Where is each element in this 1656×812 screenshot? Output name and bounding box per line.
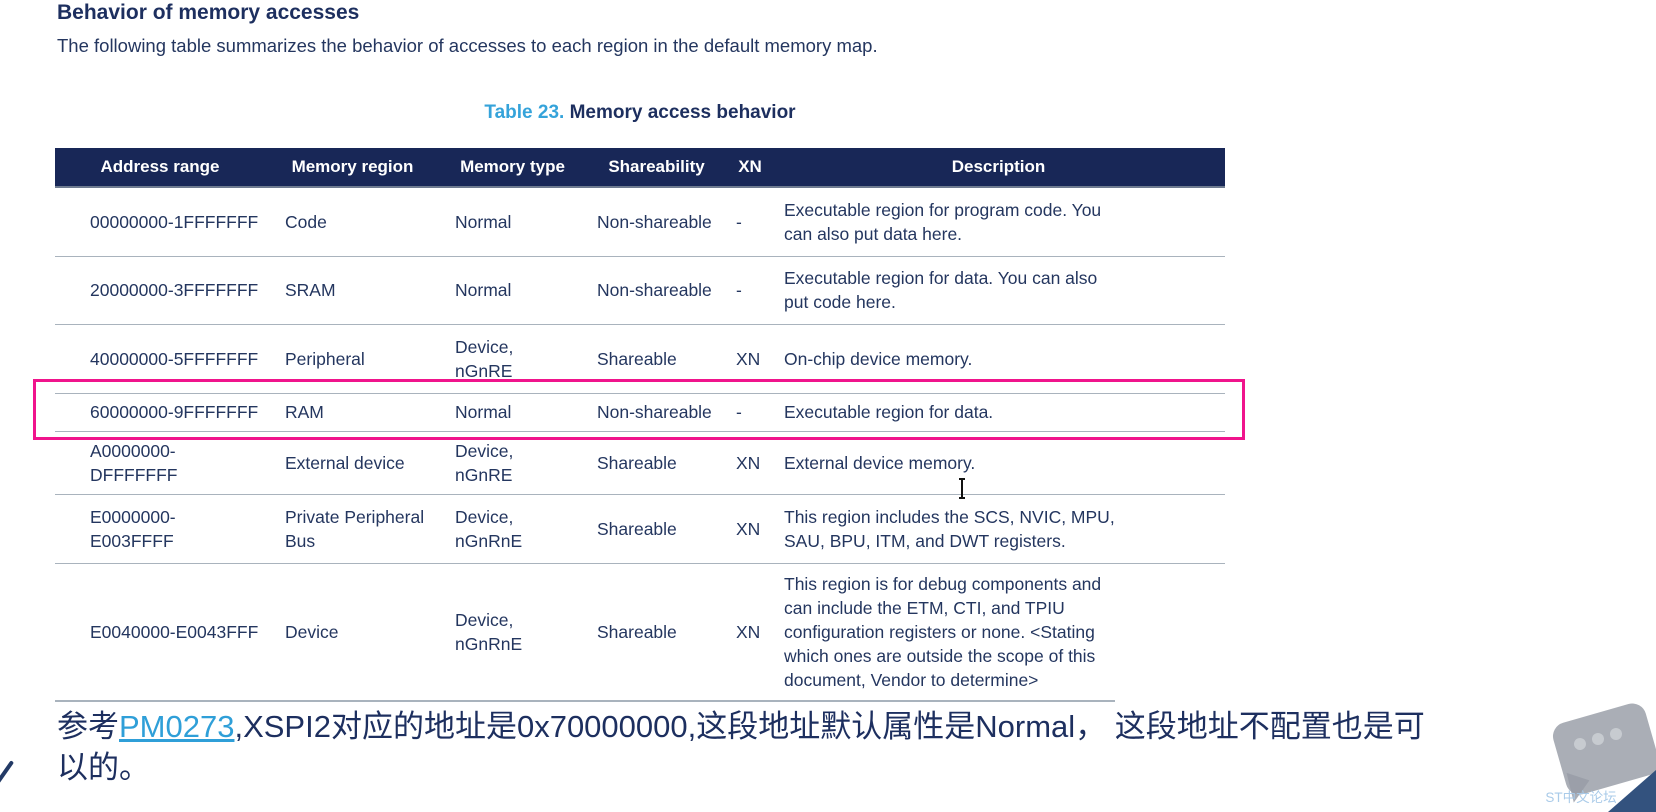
cell-region: RAM [285, 402, 324, 422]
column-header-description: Description [772, 148, 1225, 188]
intro-text: The following table summarizes the behav… [57, 35, 878, 56]
text-cursor-caret [959, 478, 965, 499]
cell-desc: This region is for debug components and … [784, 574, 1102, 691]
cell-region: External device [285, 452, 405, 473]
cell-share: Non-shareable [597, 211, 712, 232]
table-caption: Table 23. Memory access behavior [55, 102, 1225, 124]
cell-xn: - [736, 280, 742, 300]
cell-share: Non-shareable [597, 280, 712, 300]
cell-address: A0000000-DFFFFFFF [90, 440, 178, 485]
note-body: ,XSPI2对应的地址是0x70000000,这段地址默认属性是Normal， … [57, 709, 1425, 785]
cell-desc: Executable region for data. You can also… [784, 268, 1098, 312]
chinese-note: 参考PM0273,XSPI2对应的地址是0x70000000,这段地址默认属性是… [57, 706, 1587, 788]
cell-xn: XN [736, 518, 761, 539]
cell-share: Shareable [597, 622, 677, 643]
swoosh-icon [1620, 725, 1656, 799]
cell-desc: This region includes the SCS, NVIC, MPU,… [784, 506, 1115, 551]
memory-table-body: 00000000-1FFFFFFF Code Normal Non-shareable… [55, 187, 1225, 701]
left-edge-pen-mark [0, 760, 15, 784]
cell-share: Shareable [597, 452, 677, 473]
cell-type: Normal [455, 211, 512, 232]
bubble-dot-icon [1610, 728, 1622, 740]
cell-share: Non-shareable [597, 402, 712, 422]
column-header-address-range: Address range [55, 148, 265, 188]
cell-address: 00000000-1FFFFFFF [90, 211, 259, 232]
note-prefix: 参考 [57, 709, 119, 744]
cell-region: Peripheral [285, 348, 365, 369]
table-header-row: Address range Memory region Memory type … [55, 148, 1225, 188]
watermark-label: ST中文论坛 [1545, 790, 1617, 805]
cell-desc: Executable region for data. [784, 402, 994, 422]
cell-region: SRAM [285, 280, 336, 300]
table-row: E0040000-E0043FFF Device Device, nGnRnE Sha… [55, 563, 1225, 701]
cell-share: Shareable [597, 348, 677, 369]
cell-address: 20000000-3FFFFFFF [90, 280, 259, 300]
corner-triangle [1608, 770, 1656, 812]
cell-address: 40000000-5FFFFFFF [90, 348, 259, 369]
cell-region: Device [285, 622, 339, 643]
cell-type: Normal [455, 402, 512, 422]
pm0273-link[interactable]: PM0273 [119, 709, 235, 744]
table-caption-number: Table 23. [484, 102, 565, 123]
table-row: 40000000-5FFFFFFF Peripheral Device, nGnRE… [55, 324, 1225, 393]
cell-type: Device, nGnRE [455, 336, 514, 381]
cell-type: Normal [455, 280, 512, 300]
cell-share: Shareable [597, 518, 677, 539]
cell-xn: - [736, 211, 742, 232]
cell-region: Private Peripheral Bus [285, 506, 425, 551]
cell-desc: On-chip device memory. [784, 348, 973, 369]
cell-xn: XN [736, 348, 761, 369]
cell-type: Device, nGnRnE [455, 506, 523, 551]
cell-address: E0000000-E003FFFF [90, 506, 176, 551]
cell-region: Code [285, 211, 327, 232]
table-caption-title: Memory access behavior [564, 102, 796, 123]
table-row: 00000000-1FFFFFFF Code Normal Non-shareable… [55, 187, 1225, 256]
table-bottom-rule [55, 700, 1115, 702]
cell-type: Device, nGnRnE [455, 610, 523, 655]
cell-address: E0040000-E0043FFF [90, 622, 259, 643]
table-row-highlighted: 60000000-9FFFFFFF RAM Normal Non-shareable -… [55, 393, 1225, 431]
cell-desc: External device memory. [784, 452, 976, 473]
column-header-memory-region: Memory region [265, 148, 440, 188]
column-header-shareability: Shareability [585, 148, 728, 188]
bubble-dot-icon [1592, 733, 1604, 745]
cell-xn: XN [736, 622, 761, 643]
table-row: E0000000-E003FFFF Private Peripheral Bus D… [55, 494, 1225, 563]
cell-desc: Executable region for program code. You … [784, 199, 1102, 244]
page-title: Behavior of memory accesses [57, 1, 360, 24]
table-row: 20000000-3FFFFFFF SRAM Normal Non-shareable… [55, 256, 1225, 324]
cell-xn: XN [736, 452, 761, 473]
cell-type: Device, nGnRE [455, 440, 514, 485]
cell-address: 60000000-9FFFFFFF [90, 402, 259, 422]
column-header-memory-type: Memory type [440, 148, 585, 188]
cell-xn: - [736, 402, 742, 422]
table-row: A0000000-DFFFFFFF External device Device, … [55, 431, 1225, 494]
memory-access-table: Address range Memory region Memory type … [55, 148, 1225, 701]
column-header-xn: XN [728, 148, 772, 188]
